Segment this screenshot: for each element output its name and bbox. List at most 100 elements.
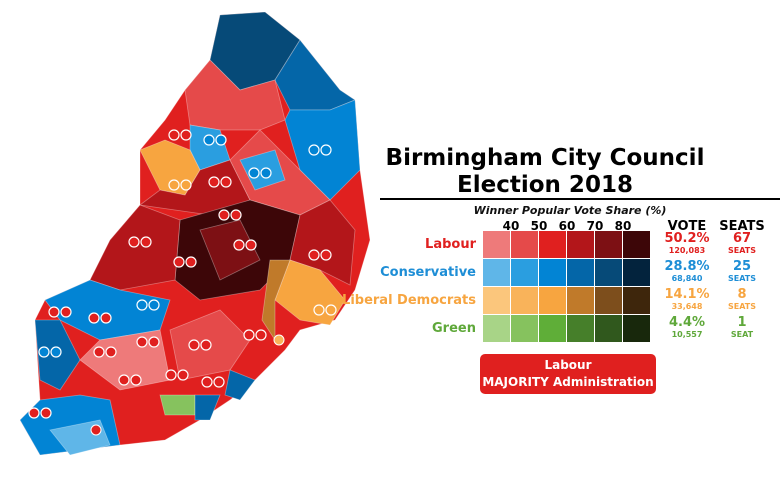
shade-swatch — [567, 259, 594, 286]
party-vote: 50.2% 120,083 — [657, 232, 717, 256]
seat-count: 25 — [732, 259, 752, 274]
title-divider — [380, 198, 780, 200]
seat-marker — [215, 134, 227, 146]
seat-marker — [165, 369, 177, 381]
party-seats: 67 SEATS — [712, 232, 772, 256]
seat-marker — [260, 167, 272, 179]
seat-marker — [60, 306, 72, 318]
shade-swatch — [623, 315, 650, 342]
shade-swatch — [539, 231, 566, 258]
ward-map — [19, 11, 371, 456]
majority-banner: Labour MAJORITY Administration — [480, 354, 656, 394]
vote-percent: 28.8% — [664, 259, 710, 274]
shade-swatch — [483, 287, 510, 314]
shade-swatch — [511, 231, 538, 258]
seat-marker — [88, 312, 100, 324]
shade-swatch — [511, 287, 538, 314]
seat-marker — [180, 179, 192, 191]
seat-label: SEAT — [730, 330, 754, 339]
seat-marker — [218, 209, 230, 221]
seat-marker — [233, 239, 245, 251]
seat-marker — [48, 306, 60, 318]
shade-swatch — [595, 231, 622, 258]
vote-count: 10,557 — [671, 330, 703, 339]
seat-marker — [255, 329, 267, 341]
vote-count: 68,840 — [671, 274, 703, 283]
seat-marker — [243, 329, 255, 341]
seat-marker — [148, 299, 160, 311]
seat-marker — [90, 424, 102, 436]
legend-header: Winner Popular Vote Share (%) — [473, 204, 667, 217]
seat-label: SEATS — [727, 302, 756, 311]
seat-marker — [118, 374, 130, 386]
ward-area — [159, 394, 196, 416]
seat-marker — [185, 256, 197, 268]
party-label: Green — [432, 321, 476, 336]
seat-label: SEATS — [727, 246, 756, 255]
shade-swatch — [483, 315, 510, 342]
seat-marker — [320, 249, 332, 261]
banner-text: MAJORITY Administration — [482, 375, 654, 389]
shade-swatch — [567, 315, 594, 342]
seat-marker — [188, 339, 200, 351]
party-seats: 1 SEAT — [712, 316, 772, 340]
seat-marker — [136, 299, 148, 311]
title-line1: Birmingham City Council — [385, 145, 705, 171]
seat-marker — [128, 236, 140, 248]
seat-marker — [320, 144, 332, 156]
seat-marker — [168, 129, 180, 141]
seat-marker — [180, 129, 192, 141]
shade-swatch — [483, 231, 510, 258]
seats-header: SEATS — [719, 219, 765, 234]
vote-percent: 50.2% — [664, 231, 710, 246]
party-label: Labour — [425, 237, 476, 252]
party-label: Liberal Democrats — [342, 293, 476, 308]
seat-marker — [130, 374, 142, 386]
seat-marker — [230, 209, 242, 221]
seat-marker — [245, 239, 257, 251]
banner-party: Labour — [544, 358, 592, 372]
seat-count: 67 — [732, 231, 752, 246]
seat-marker — [200, 339, 212, 351]
seat-count: 1 — [737, 315, 747, 330]
seat-marker — [325, 304, 337, 316]
party-seats: 25 SEATS — [712, 260, 772, 284]
ward-area — [79, 329, 171, 391]
tick-label: 40 — [502, 219, 520, 233]
shade-swatch — [595, 259, 622, 286]
vote-percent: 14.1% — [664, 287, 710, 302]
party-seats: 8 SEATS — [712, 288, 772, 312]
ward-area — [199, 219, 261, 281]
party-vote: 28.8% 68,840 — [657, 260, 717, 284]
seat-marker — [201, 376, 213, 388]
seat-marker — [273, 334, 285, 346]
seat-marker — [308, 249, 320, 261]
seat-marker — [313, 304, 325, 316]
seat-marker — [140, 236, 152, 248]
vote-header: VOTE — [667, 219, 707, 234]
seat-label: SEATS — [727, 274, 756, 283]
ward-area — [261, 259, 291, 342]
tick-label: 70 — [586, 219, 604, 233]
seat-marker — [203, 134, 215, 146]
seat-marker — [38, 346, 50, 358]
shade-swatch — [539, 315, 566, 342]
seat-marker — [93, 346, 105, 358]
seat-marker — [148, 336, 160, 348]
seat-marker — [208, 176, 220, 188]
seat-marker — [28, 407, 40, 419]
seat-marker — [213, 376, 225, 388]
vote-percent: 4.4% — [668, 315, 706, 330]
shade-swatch — [511, 315, 538, 342]
shade-swatch — [539, 287, 566, 314]
ward-area — [224, 369, 256, 401]
seat-marker — [100, 312, 112, 324]
tick-label: 50 — [530, 219, 548, 233]
tick-label: 80 — [614, 219, 632, 233]
shade-swatch — [483, 259, 510, 286]
seat-marker — [136, 336, 148, 348]
seat-count: 8 — [737, 287, 747, 302]
shade-swatch — [595, 287, 622, 314]
title-line2: Election 2018 — [457, 172, 633, 198]
shade-swatch — [567, 231, 594, 258]
